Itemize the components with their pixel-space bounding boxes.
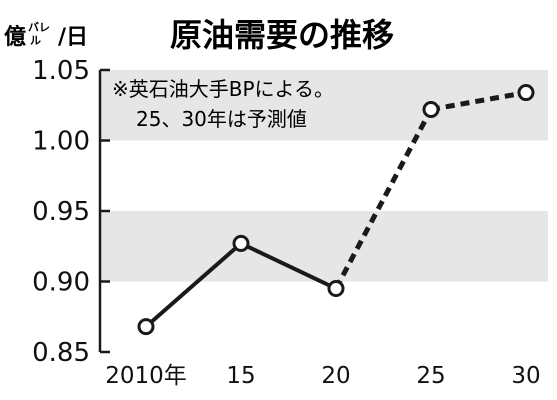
y-ticks bbox=[100, 68, 110, 354]
series-markers bbox=[137, 84, 535, 336]
x-tick-label: 20 bbox=[321, 363, 350, 389]
x-tick-label: 15 bbox=[226, 363, 255, 389]
shaded-bands bbox=[100, 70, 548, 282]
unit-suffix: /日 bbox=[58, 25, 88, 50]
data-point bbox=[327, 280, 345, 298]
y-tick-label: 0.85 bbox=[32, 338, 90, 368]
chart-title: 原油需要の推移 bbox=[170, 16, 394, 54]
x-tick-label: 2010年 bbox=[105, 363, 187, 389]
y-tick-label: 1.05 bbox=[32, 56, 90, 86]
unit-prefix: 億 bbox=[4, 24, 26, 50]
note-line-2: 25、30年は予測値 bbox=[136, 107, 307, 131]
series-segment bbox=[144, 241, 243, 329]
x-tick-label: 25 bbox=[416, 363, 445, 389]
y-tick-label: 0.95 bbox=[32, 197, 90, 227]
data-point bbox=[422, 100, 440, 118]
series-segment-projected bbox=[333, 108, 434, 290]
data-point bbox=[517, 84, 535, 102]
shaded-band-0 bbox=[100, 211, 548, 282]
data-point bbox=[232, 234, 250, 252]
data-point bbox=[137, 318, 155, 336]
y-tick-label: 0.90 bbox=[32, 268, 90, 298]
x-tick-labels: 2010年 15 20 25 30 bbox=[105, 363, 540, 389]
unit-small-bottom: ル bbox=[30, 34, 41, 47]
y-tick-labels: 1.05 1.00 0.95 0.90 0.85 bbox=[32, 56, 90, 368]
note-line-1: ※英石油大手BPによる。 bbox=[112, 77, 334, 101]
series-line bbox=[144, 90, 527, 329]
series-segment-projected bbox=[430, 90, 527, 112]
x-tick-label: 30 bbox=[511, 363, 540, 389]
shaded-band-1 bbox=[100, 70, 548, 141]
unit-small-top: バレ bbox=[28, 21, 50, 34]
y-tick-label: 1.00 bbox=[32, 127, 90, 157]
series-segment bbox=[240, 241, 337, 291]
